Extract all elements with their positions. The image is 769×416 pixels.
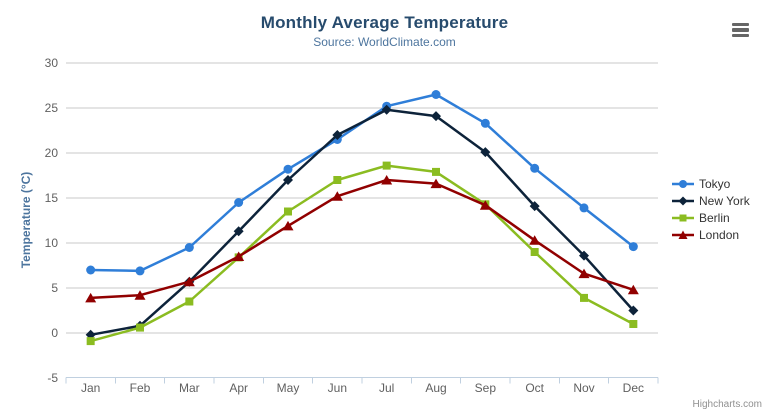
y-axis-label: 0	[51, 326, 58, 340]
data-point-tokyo[interactable]	[234, 198, 244, 207]
data-point-london[interactable]	[430, 178, 442, 189]
legend-item-tokyo[interactable]: Tokyo	[672, 175, 750, 192]
x-axis-label: Jul	[379, 381, 394, 395]
data-point-tokyo[interactable]	[530, 163, 540, 173]
data-point-tokyo[interactable]	[135, 266, 145, 276]
x-axis-label: Mar	[179, 381, 200, 395]
data-point-london[interactable]	[479, 200, 491, 210]
chart-title: Monthly Average Temperature	[260, 13, 509, 32]
x-axis-label: Jan	[81, 381, 100, 395]
hamburger-menu-icon	[731, 22, 749, 26]
data-point-london[interactable]	[134, 290, 146, 300]
data-point-london[interactable]	[529, 235, 541, 245]
hamburger-menu-icon	[731, 28, 749, 32]
legend-marker-square-icon	[672, 214, 694, 221]
legend-marker-triangle-icon	[672, 230, 694, 239]
data-point-london[interactable]	[183, 276, 195, 287]
series-line-berlin[interactable]	[89, 164, 635, 343]
legend: Tokyo New York Berlin London	[672, 175, 750, 243]
data-point-london[interactable]	[282, 220, 294, 231]
y-axis-label: 20	[45, 146, 59, 160]
data-point-berlin[interactable]	[136, 323, 144, 332]
series-line-new-york[interactable]	[89, 108, 635, 337]
y-axis-label: 30	[45, 56, 59, 70]
legend-item-berlin[interactable]: Berlin	[672, 209, 750, 226]
y-axis-label: 5	[51, 281, 58, 295]
data-point-tokyo[interactable]	[184, 243, 194, 252]
data-point-berlin[interactable]	[185, 297, 194, 306]
data-point-tokyo[interactable]	[628, 242, 638, 252]
y-axis-label: 15	[45, 191, 59, 205]
data-point-london[interactable]	[85, 292, 97, 303]
data-point-new-york[interactable]	[579, 250, 589, 261]
data-point-new-york[interactable]	[381, 104, 392, 115]
legend-item-new-york[interactable]: New York	[672, 192, 750, 209]
series-line-tokyo[interactable]	[89, 93, 635, 273]
legend-item-london[interactable]: London	[672, 226, 750, 243]
data-point-tokyo[interactable]	[480, 118, 490, 128]
y-axis-label: 25	[45, 101, 59, 115]
x-axis-label: Feb	[130, 381, 151, 395]
data-point-new-york[interactable]	[628, 305, 639, 316]
data-point-london[interactable]	[578, 268, 590, 279]
data-point-berlin[interactable]	[432, 167, 440, 176]
x-axis-label: Sep	[475, 381, 497, 395]
data-point-berlin[interactable]	[284, 207, 292, 216]
data-point-tokyo[interactable]	[283, 164, 293, 174]
legend-item-label: London	[699, 227, 740, 242]
y-axis-title: Temperature (°C)	[19, 172, 33, 269]
x-axis-label: Aug	[425, 381, 446, 395]
data-point-new-york[interactable]	[332, 130, 343, 140]
legend-marker-diamond-icon	[672, 196, 694, 205]
legend-item-label: New York	[699, 193, 750, 208]
y-axis-label: 10	[45, 236, 59, 250]
data-point-london[interactable]	[381, 175, 393, 185]
data-point-new-york[interactable]	[529, 201, 540, 212]
x-axis-label: Dec	[623, 381, 644, 395]
x-axis-label: Jun	[328, 381, 347, 395]
data-point-berlin[interactable]	[86, 337, 95, 346]
data-point-berlin[interactable]	[629, 320, 638, 328]
x-axis-label: Oct	[525, 381, 544, 395]
data-point-london[interactable]	[627, 284, 639, 295]
legend-marker-circle-icon	[672, 179, 694, 188]
data-point-berlin[interactable]	[580, 293, 588, 302]
series-line-london[interactable]	[89, 178, 635, 300]
y-axis-label: -5	[47, 371, 58, 385]
credits-link[interactable]: Highcharts.com	[692, 399, 762, 410]
data-point-new-york[interactable]	[283, 175, 293, 185]
hamburger-menu-icon	[731, 34, 749, 38]
data-point-tokyo[interactable]	[431, 90, 441, 99]
data-point-london[interactable]	[233, 251, 245, 262]
data-point-berlin[interactable]	[333, 176, 342, 184]
data-point-new-york[interactable]	[431, 111, 441, 122]
x-axis-label: Apr	[229, 381, 248, 395]
data-point-tokyo[interactable]	[86, 265, 96, 275]
x-axis-label: Nov	[573, 381, 594, 395]
data-point-new-york[interactable]	[480, 147, 491, 158]
legend-item-label: Berlin	[699, 210, 730, 225]
data-point-london[interactable]	[331, 191, 343, 201]
x-axis-label: May	[277, 381, 300, 395]
legend-item-label: Tokyo	[699, 176, 731, 191]
data-point-berlin[interactable]	[382, 161, 391, 170]
chart-subtitle: Source: WorldClimate.com	[313, 35, 456, 49]
data-point-tokyo[interactable]	[579, 203, 589, 213]
chart-context-menu-button[interactable]	[728, 19, 752, 41]
data-point-new-york[interactable]	[233, 226, 244, 237]
data-point-berlin[interactable]	[530, 248, 539, 256]
